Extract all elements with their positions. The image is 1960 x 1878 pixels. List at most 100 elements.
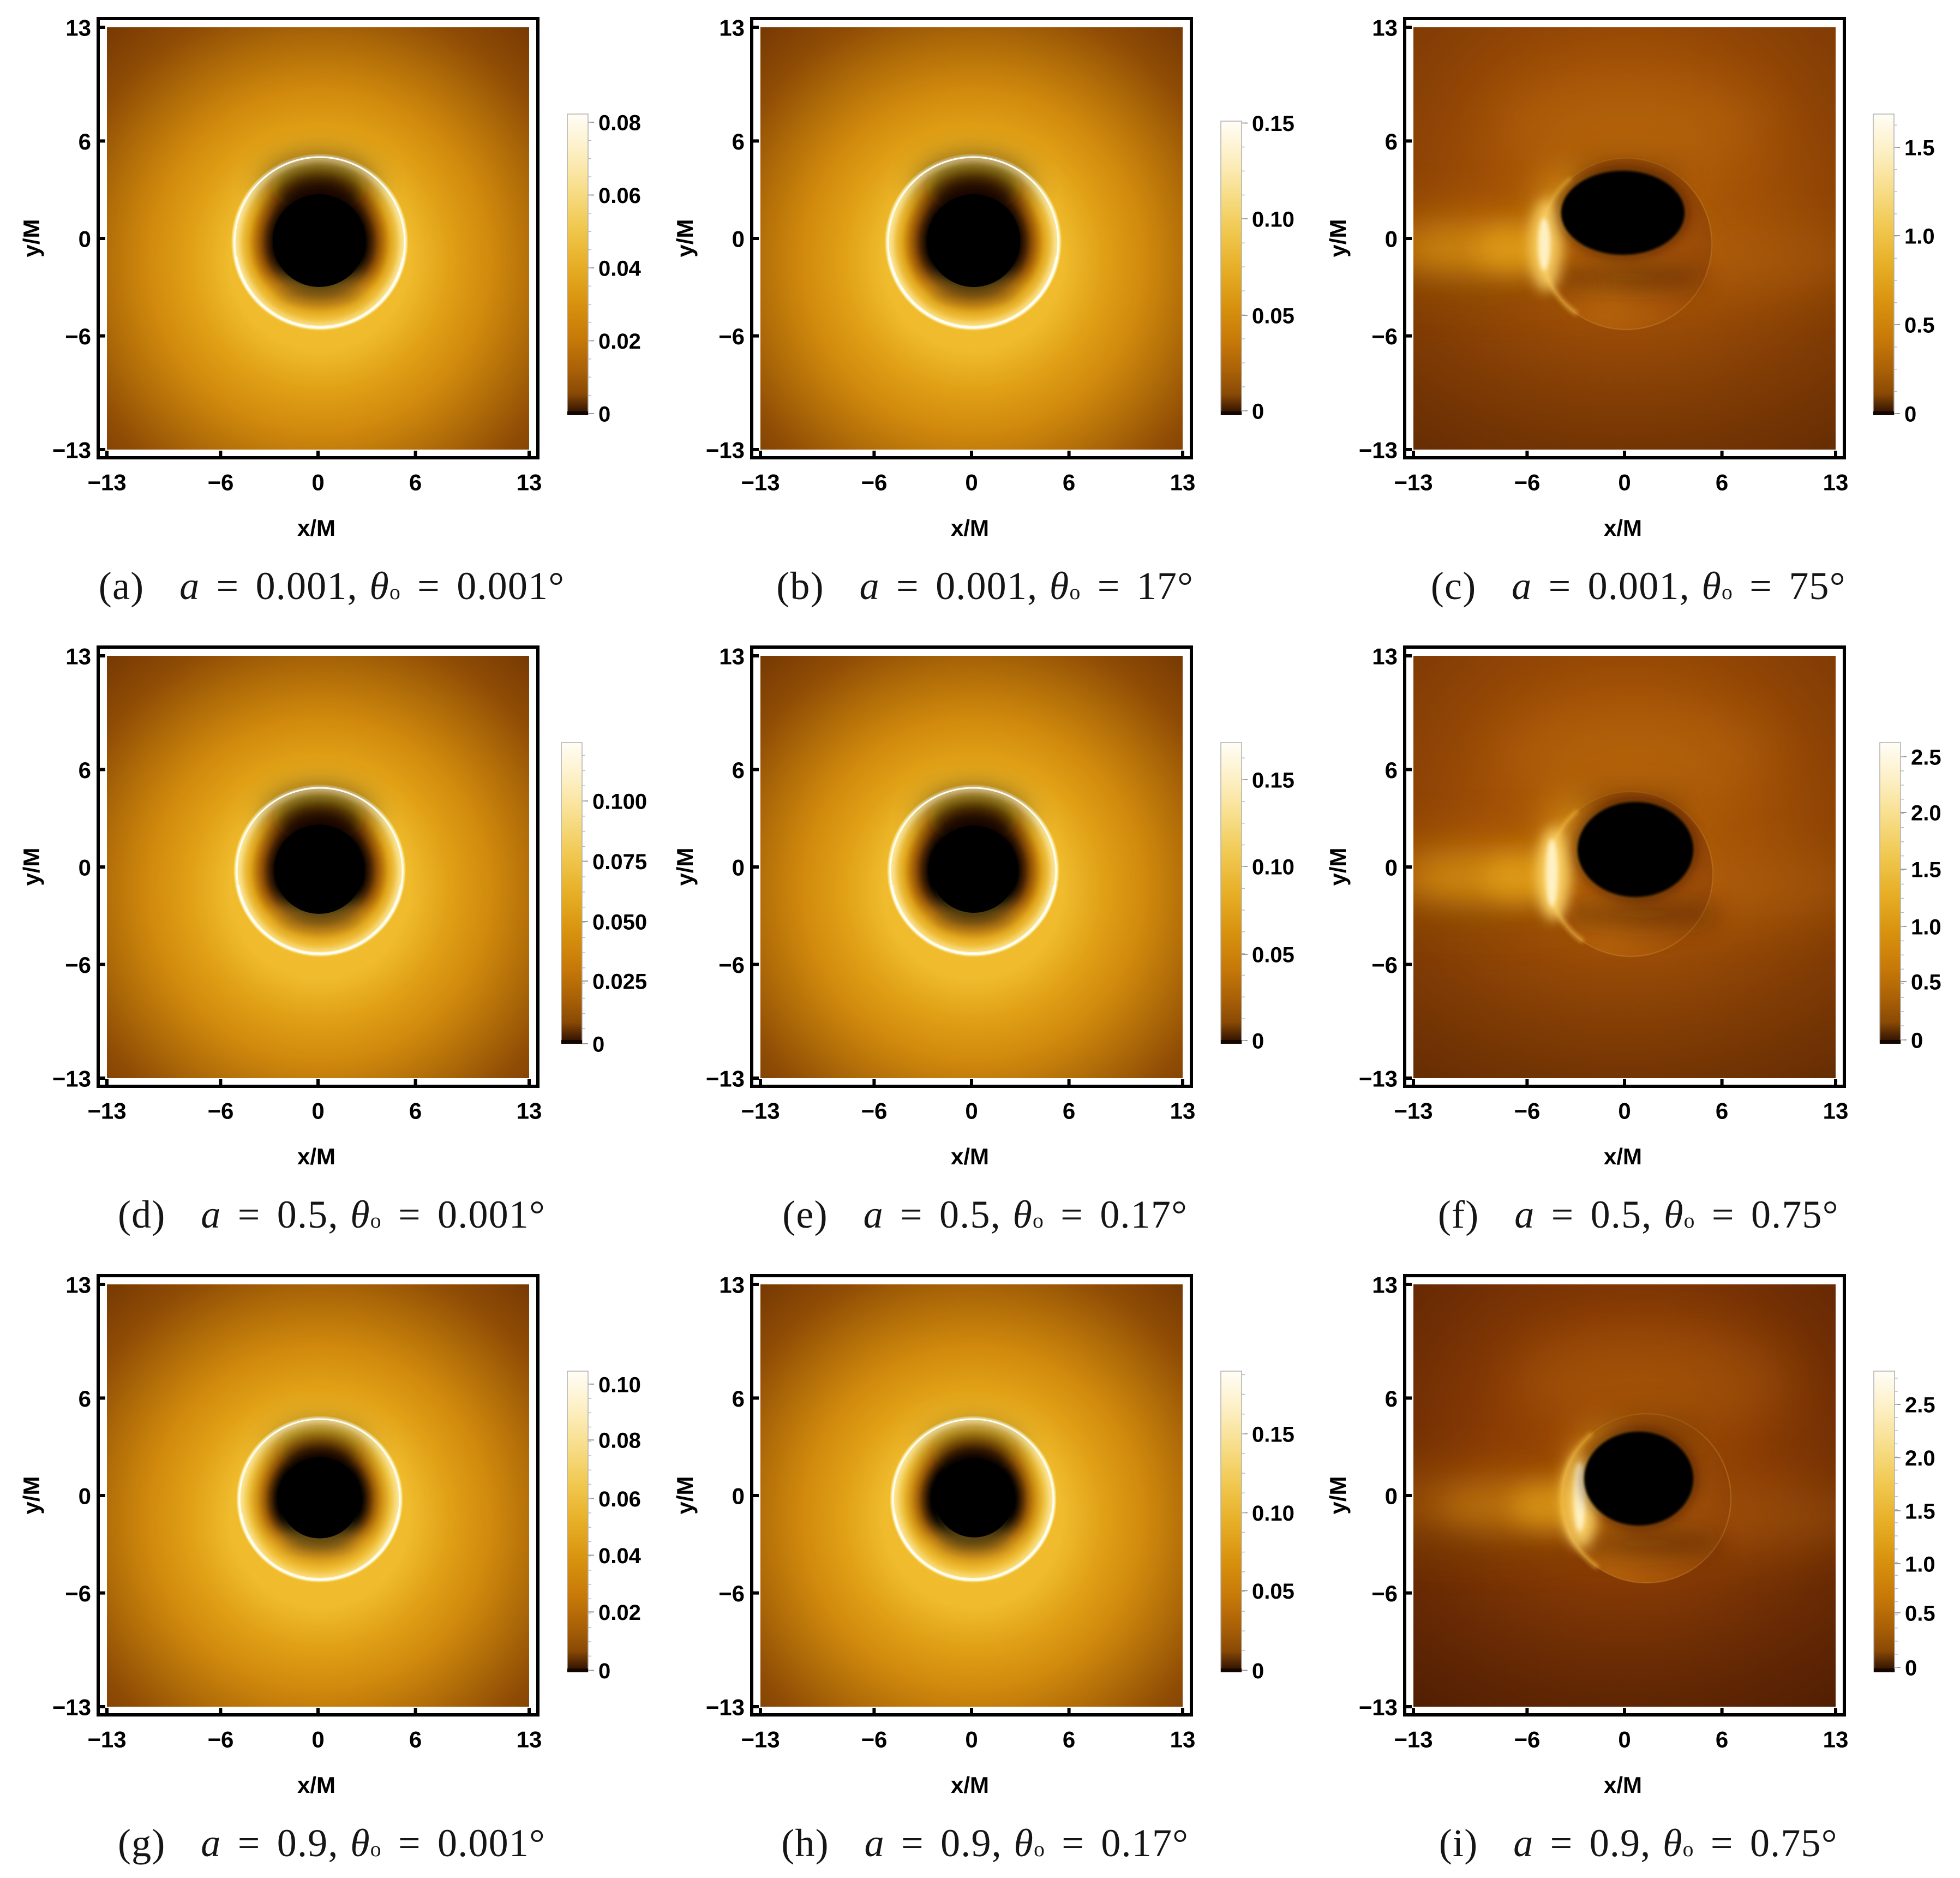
svg-text:13: 13 xyxy=(65,15,91,41)
svg-text:y/M: y/M xyxy=(19,1476,44,1514)
svg-text:0.5: 0.5 xyxy=(1911,971,1941,995)
svg-text:0: 0 xyxy=(1252,400,1264,424)
svg-text:13: 13 xyxy=(1170,1727,1195,1753)
svg-text:0: 0 xyxy=(965,1727,978,1753)
svg-text:−13: −13 xyxy=(87,1098,126,1124)
svg-text:−13: −13 xyxy=(87,1727,126,1753)
svg-text:0.5: 0.5 xyxy=(1904,314,1935,338)
svg-text:0.05: 0.05 xyxy=(1252,943,1294,967)
svg-text:13: 13 xyxy=(719,644,745,669)
svg-text:0: 0 xyxy=(1905,1656,1917,1680)
svg-text:−13: −13 xyxy=(1394,470,1433,495)
svg-text:x/M: x/M xyxy=(1604,515,1642,541)
svg-text:0: 0 xyxy=(1619,1727,1631,1753)
svg-text:0: 0 xyxy=(1904,403,1916,427)
svg-text:6: 6 xyxy=(409,1098,422,1124)
svg-text:−13: −13 xyxy=(741,470,780,495)
svg-text:13: 13 xyxy=(65,1272,91,1298)
svg-text:6: 6 xyxy=(1716,470,1728,495)
svg-text:0: 0 xyxy=(732,855,744,881)
svg-text:0.025: 0.025 xyxy=(592,970,647,994)
svg-text:6: 6 xyxy=(79,1386,91,1412)
svg-text:1.0: 1.0 xyxy=(1905,1553,1935,1577)
svg-text:−6: −6 xyxy=(1514,1727,1541,1753)
svg-text:0: 0 xyxy=(1385,226,1398,252)
svg-text:x/M: x/M xyxy=(951,1144,989,1169)
svg-text:2.5: 2.5 xyxy=(1911,746,1941,770)
svg-text:−6: −6 xyxy=(1514,1098,1541,1124)
svg-text:6: 6 xyxy=(1063,1727,1075,1753)
svg-text:0: 0 xyxy=(311,470,324,495)
svg-text:0.06: 0.06 xyxy=(598,184,641,208)
svg-text:0: 0 xyxy=(598,1659,610,1683)
svg-text:6: 6 xyxy=(409,1727,422,1753)
svg-text:13: 13 xyxy=(1823,1098,1849,1124)
svg-text:6: 6 xyxy=(732,129,744,154)
svg-text:y/M: y/M xyxy=(1325,1476,1351,1514)
svg-text:0.15: 0.15 xyxy=(1252,1422,1294,1446)
svg-text:x/M: x/M xyxy=(297,1772,335,1798)
svg-text:0.100: 0.100 xyxy=(592,790,647,814)
svg-text:x/M: x/M xyxy=(951,1772,989,1798)
svg-text:y/M: y/M xyxy=(672,1476,698,1514)
svg-text:y/M: y/M xyxy=(1325,219,1351,257)
svg-text:0: 0 xyxy=(1619,470,1631,495)
svg-text:13: 13 xyxy=(517,1727,542,1753)
svg-text:6: 6 xyxy=(1063,470,1075,495)
svg-text:y/M: y/M xyxy=(19,219,44,257)
svg-text:−13: −13 xyxy=(1394,1727,1433,1753)
svg-text:0.08: 0.08 xyxy=(598,1429,641,1453)
svg-text:−13: −13 xyxy=(1394,1098,1433,1124)
svg-text:0: 0 xyxy=(592,1033,604,1057)
svg-text:6: 6 xyxy=(79,129,91,154)
svg-text:−6: −6 xyxy=(1514,470,1541,495)
svg-text:−6: −6 xyxy=(207,470,233,495)
svg-text:0: 0 xyxy=(1911,1029,1923,1053)
svg-text:13: 13 xyxy=(1372,15,1398,41)
svg-text:−6: −6 xyxy=(65,1581,91,1606)
svg-text:0.10: 0.10 xyxy=(1252,856,1294,880)
svg-text:1.5: 1.5 xyxy=(1911,858,1941,882)
svg-text:0: 0 xyxy=(598,403,610,427)
svg-text:−13: −13 xyxy=(705,438,744,463)
svg-text:13: 13 xyxy=(65,644,91,669)
svg-text:0.10: 0.10 xyxy=(598,1373,641,1397)
svg-text:13: 13 xyxy=(1170,1098,1195,1124)
svg-text:0: 0 xyxy=(79,226,91,252)
svg-text:0: 0 xyxy=(79,1484,91,1509)
svg-text:0: 0 xyxy=(1252,1030,1264,1054)
svg-text:1.5: 1.5 xyxy=(1904,136,1935,160)
svg-text:x/M: x/M xyxy=(297,1144,335,1169)
svg-text:6: 6 xyxy=(79,757,91,783)
svg-text:6: 6 xyxy=(1716,1727,1728,1753)
svg-text:6: 6 xyxy=(1385,129,1398,154)
svg-text:0.08: 0.08 xyxy=(598,111,641,135)
svg-text:6: 6 xyxy=(409,470,422,495)
svg-text:0: 0 xyxy=(965,470,978,495)
svg-text:x/M: x/M xyxy=(1604,1144,1642,1169)
svg-text:−6: −6 xyxy=(861,1098,887,1124)
svg-text:0.06: 0.06 xyxy=(598,1487,641,1511)
svg-text:1.0: 1.0 xyxy=(1911,916,1941,940)
svg-text:y/M: y/M xyxy=(672,847,698,886)
svg-text:13: 13 xyxy=(517,470,542,495)
svg-text:−6: −6 xyxy=(1371,324,1398,349)
svg-text:−6: −6 xyxy=(1371,1581,1398,1606)
svg-text:−13: −13 xyxy=(741,1727,780,1753)
svg-text:−6: −6 xyxy=(207,1727,233,1753)
svg-text:y/M: y/M xyxy=(672,219,698,257)
svg-text:13: 13 xyxy=(517,1098,542,1124)
svg-text:−13: −13 xyxy=(52,438,91,463)
svg-text:13: 13 xyxy=(1372,1272,1398,1298)
svg-text:0.075: 0.075 xyxy=(592,850,647,874)
svg-text:6: 6 xyxy=(1716,1098,1728,1124)
svg-text:13: 13 xyxy=(1823,1727,1849,1753)
svg-text:0.10: 0.10 xyxy=(1252,208,1294,232)
svg-text:0: 0 xyxy=(79,855,91,881)
svg-text:0: 0 xyxy=(1385,855,1398,881)
svg-text:13: 13 xyxy=(1170,470,1195,495)
svg-text:−13: −13 xyxy=(52,1695,91,1720)
svg-text:1.0: 1.0 xyxy=(1904,225,1935,249)
svg-text:0.5: 0.5 xyxy=(1905,1602,1935,1626)
svg-text:−13: −13 xyxy=(52,1066,91,1092)
